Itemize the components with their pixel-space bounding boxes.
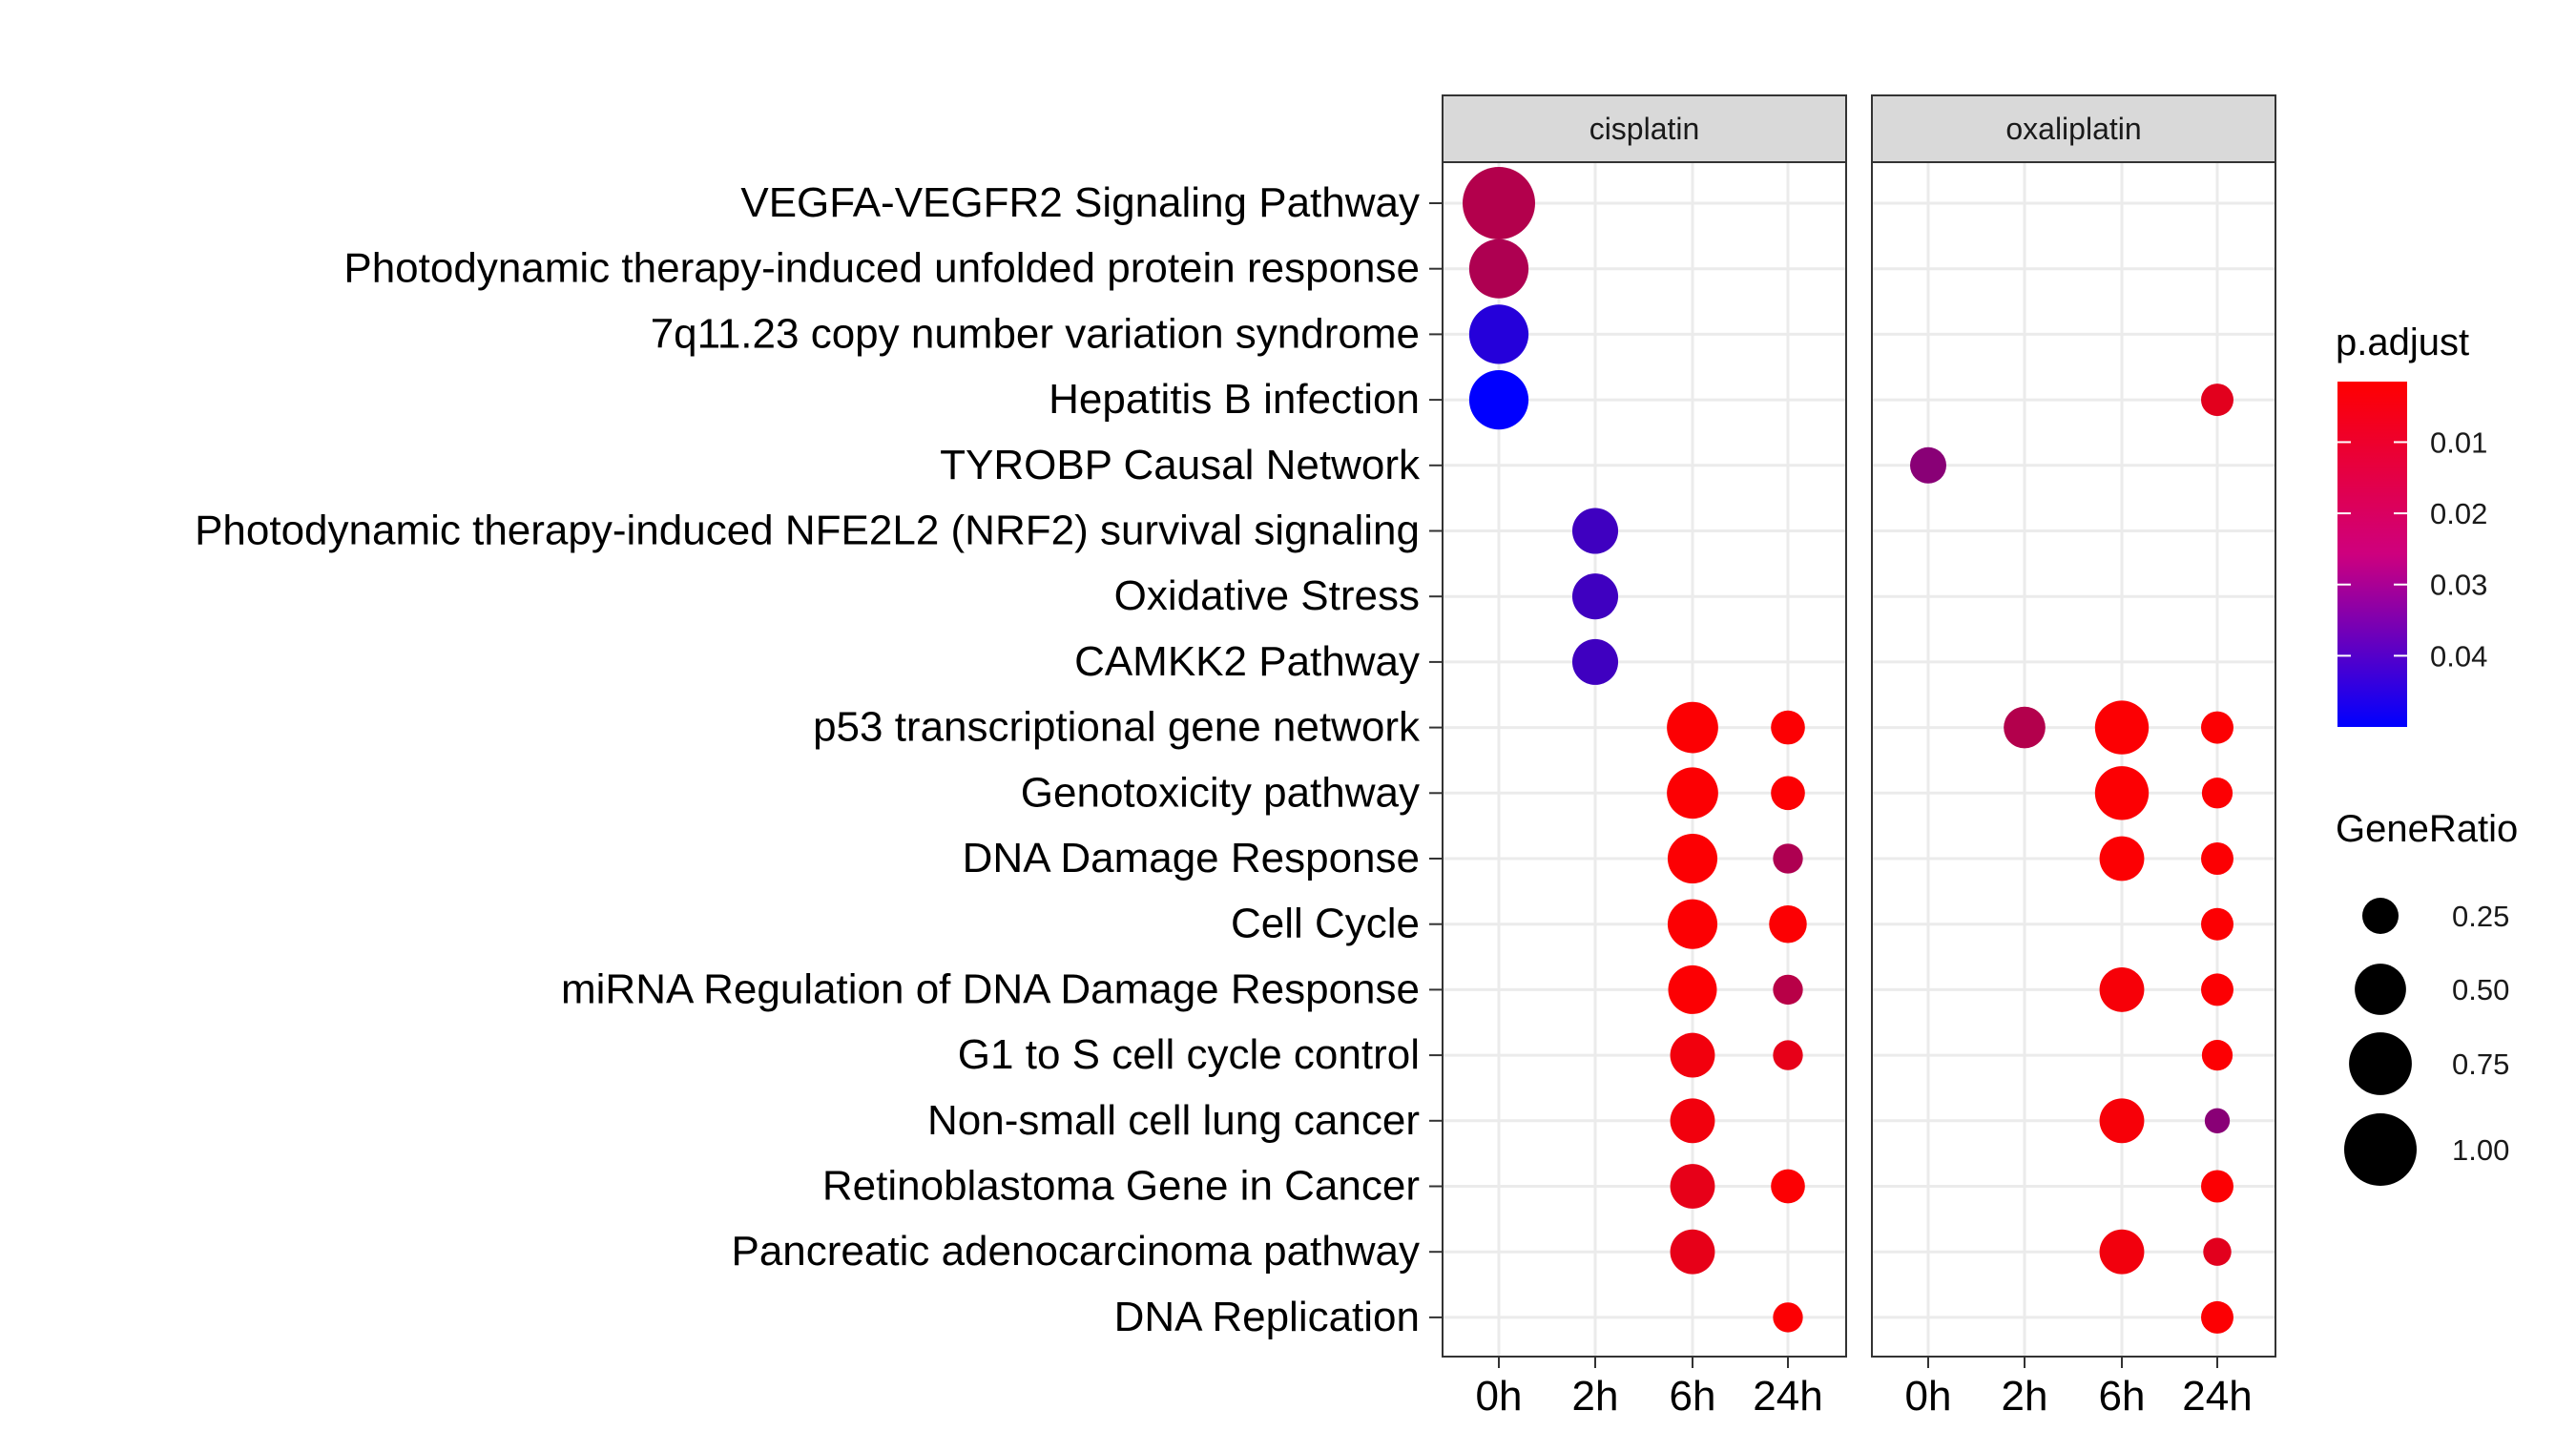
colorbar-tick-label: 0.02: [2430, 497, 2487, 530]
panel-border: [1871, 161, 2276, 1358]
p-adjust-colorbar: [2337, 382, 2407, 727]
data-point: [2203, 1237, 2232, 1266]
data-point: [1463, 167, 1535, 239]
x-tick-label: 6h: [2099, 1373, 2146, 1420]
data-point: [1773, 974, 1803, 1006]
data-point: [1670, 1229, 1715, 1275]
plot-background: [1872, 162, 2275, 1357]
data-point: [1773, 843, 1803, 874]
gene-ratio-legend: GeneRatio 0.25 0.50 0.75 1.00: [2336, 808, 2518, 1186]
size-legend-label: 0.75: [2452, 1047, 2509, 1081]
y-tick-label: Hepatitis B infection: [1049, 376, 1420, 423]
y-tick-label: G1 to S cell cycle control: [958, 1031, 1420, 1078]
data-point: [1668, 964, 1717, 1014]
data-point: [2004, 706, 2046, 749]
data-point: [1571, 508, 1619, 554]
y-tick-label: Non-small cell lung cancer: [927, 1097, 1420, 1144]
colorbar-tick-label: 0.04: [2430, 639, 2487, 673]
x-tick-label: 2h: [2002, 1373, 2048, 1420]
facet-strip-label: oxaliplatin: [2005, 112, 2141, 146]
data-point: [1667, 833, 1718, 884]
data-point: [2201, 711, 2233, 744]
data-point: [2201, 907, 2233, 941]
size-legend-key: [2349, 1032, 2412, 1095]
facet-strip-label: cisplatin: [1589, 112, 1700, 146]
data-point: [2099, 1098, 2145, 1144]
x-tick-label: 6h: [1670, 1373, 1716, 1420]
facet-strip: [1442, 94, 1847, 163]
y-tick-label: TYROBP Causal Network: [940, 442, 1421, 488]
data-point: [1667, 701, 1718, 754]
size-legend-label: 1.00: [2452, 1133, 2509, 1167]
data-point: [1773, 1302, 1803, 1333]
panel-border: [1442, 161, 1847, 1358]
data-point: [2094, 766, 2150, 820]
data-point: [1771, 1169, 1805, 1204]
data-point: [2099, 966, 2145, 1012]
x-tick-label: 24h: [1753, 1373, 1822, 1420]
facet-strip: [1871, 94, 2276, 163]
data-point: [1571, 573, 1619, 620]
data-point: [2201, 973, 2233, 1006]
y-tick-label: 7q11.23 copy number variation syndrome: [651, 310, 1420, 357]
size-legend-key: [2355, 964, 2406, 1015]
y-tick-label: Retinoblastoma Gene in Cancer: [822, 1163, 1420, 1210]
data-point: [2099, 1229, 2145, 1275]
x-tick-label: 24h: [2182, 1373, 2252, 1420]
data-point: [1468, 369, 1529, 430]
y-axis-labels: VEGFA-VEGFR2 Signaling Pathway Photodynam…: [195, 179, 1443, 1340]
data-point: [1468, 304, 1529, 364]
data-point: [2201, 1170, 2233, 1203]
x-tick-label: 2h: [1572, 1373, 1619, 1420]
size-legend-key: [2344, 1113, 2417, 1186]
data-point: [1773, 1040, 1803, 1070]
size-legend-key: [2362, 898, 2399, 934]
y-tick-label: Oxidative Stress: [1114, 572, 1420, 619]
y-tick-label: miRNA Regulation of DNA Damage Response: [561, 965, 1420, 1012]
y-tick-label: Pancreatic adenocarcinoma pathway: [731, 1228, 1420, 1275]
data-point: [1769, 904, 1807, 944]
size-legend-label: 0.25: [2452, 900, 2509, 933]
y-tick-label: Genotoxicity pathway: [1021, 769, 1420, 816]
y-tick-label: p53 transcriptional gene network: [813, 704, 1421, 751]
data-points: [1463, 167, 2233, 1334]
data-point: [2099, 836, 2145, 881]
colorbar-tick-label: 0.01: [2430, 425, 2487, 459]
y-tick-label: Cell Cycle: [1231, 901, 1420, 947]
y-tick-label: Photodynamic therapy-induced NFE2L2 (NRF…: [195, 508, 1420, 554]
data-point: [2201, 384, 2233, 417]
data-point: [2201, 1039, 2233, 1071]
data-point: [2204, 1108, 2231, 1133]
x-tick-label: 0h: [1476, 1373, 1523, 1420]
data-point: [1670, 1098, 1715, 1144]
gene-ratio-legend-title: GeneRatio: [2336, 808, 2518, 850]
p-adjust-legend-title: p.adjust: [2336, 321, 2469, 363]
data-point: [1910, 446, 1946, 484]
data-point: [1667, 899, 1718, 949]
data-point: [1670, 1164, 1715, 1209]
y-tick-label: VEGFA-VEGFR2 Signaling Pathway: [740, 179, 1420, 226]
data-point: [1468, 238, 1529, 299]
data-point: [2201, 1300, 2233, 1334]
y-tick-label: DNA Damage Response: [963, 835, 1420, 881]
size-legend-label: 0.50: [2452, 973, 2509, 1006]
colorbar-tick-label: 0.03: [2430, 569, 2487, 602]
data-point: [1771, 710, 1805, 745]
facet-panels: cisplatin 0h 2h 6h 24h oxaliplatin 0h 2h 6h 24h: [1442, 94, 2276, 1420]
data-point: [1667, 767, 1718, 819]
p-adjust-legend: p.adjust 0.01 0.02 0.03 0.04: [2336, 321, 2487, 727]
data-point: [2201, 778, 2233, 809]
data-point: [2094, 700, 2150, 755]
data-point: [1670, 1032, 1715, 1078]
data-point: [2201, 842, 2233, 875]
x-tick-label: 0h: [1905, 1373, 1952, 1420]
data-point: [1771, 776, 1805, 811]
y-tick-label: Photodynamic therapy-induced unfolded pr…: [343, 245, 1420, 292]
y-tick-label: CAMKK2 Pathway: [1074, 638, 1420, 685]
y-tick-label: DNA Replication: [1114, 1294, 1420, 1340]
facet-panel-oxaliplatin: oxaliplatin 0h 2h 6h 24h: [1871, 94, 2276, 1420]
data-point: [1571, 638, 1619, 685]
